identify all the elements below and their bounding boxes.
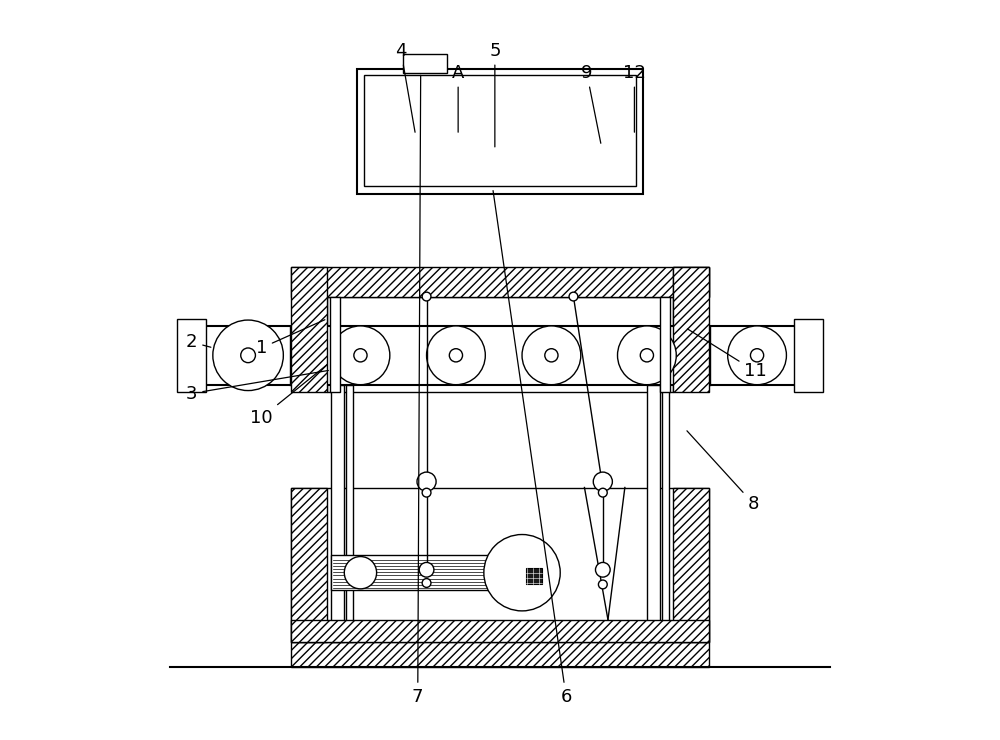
- Bar: [330, 297, 340, 392]
- Bar: [647, 385, 660, 642]
- Circle shape: [331, 326, 390, 385]
- Bar: [673, 267, 709, 392]
- Circle shape: [618, 326, 676, 385]
- Bar: [660, 297, 670, 392]
- Text: 5: 5: [489, 41, 501, 147]
- Text: 10: 10: [250, 364, 327, 427]
- Bar: [331, 555, 540, 591]
- Circle shape: [422, 579, 431, 588]
- Circle shape: [545, 349, 558, 362]
- Circle shape: [598, 488, 607, 497]
- Circle shape: [449, 349, 463, 362]
- Bar: [526, 568, 542, 585]
- Circle shape: [344, 556, 377, 589]
- Bar: [291, 642, 709, 667]
- Circle shape: [422, 488, 431, 497]
- Circle shape: [427, 326, 485, 385]
- Bar: [364, 75, 636, 186]
- Circle shape: [484, 534, 560, 611]
- Text: 8: 8: [687, 431, 759, 513]
- Circle shape: [728, 326, 786, 385]
- Circle shape: [419, 562, 434, 577]
- Bar: [673, 267, 709, 297]
- Bar: [291, 488, 327, 642]
- Circle shape: [417, 472, 436, 491]
- Circle shape: [213, 320, 283, 391]
- Circle shape: [354, 349, 367, 362]
- Circle shape: [750, 349, 764, 362]
- Circle shape: [640, 349, 653, 362]
- Circle shape: [593, 472, 612, 491]
- Text: 4: 4: [395, 41, 415, 132]
- Bar: [291, 267, 709, 297]
- Bar: [331, 385, 344, 642]
- Bar: [357, 69, 643, 194]
- Bar: [662, 385, 669, 642]
- Text: 3: 3: [186, 371, 328, 403]
- Bar: [291, 267, 327, 392]
- Circle shape: [522, 326, 581, 385]
- Bar: [199, 326, 801, 385]
- Bar: [327, 297, 673, 392]
- Circle shape: [569, 292, 578, 301]
- Text: 12: 12: [623, 64, 646, 132]
- Bar: [673, 488, 709, 642]
- Circle shape: [241, 348, 255, 363]
- Text: A: A: [452, 64, 464, 132]
- Circle shape: [595, 562, 610, 577]
- Circle shape: [422, 292, 431, 301]
- Circle shape: [598, 580, 607, 589]
- Text: 1: 1: [256, 320, 325, 357]
- Bar: [177, 319, 206, 392]
- Text: 11: 11: [687, 329, 767, 380]
- Bar: [403, 54, 447, 73]
- Text: 6: 6: [493, 191, 572, 706]
- Bar: [291, 619, 709, 642]
- Text: 7: 7: [412, 75, 423, 706]
- Bar: [346, 385, 353, 642]
- Text: 9: 9: [581, 64, 601, 144]
- Bar: [794, 319, 823, 392]
- Text: 2: 2: [186, 333, 211, 351]
- Bar: [291, 488, 709, 642]
